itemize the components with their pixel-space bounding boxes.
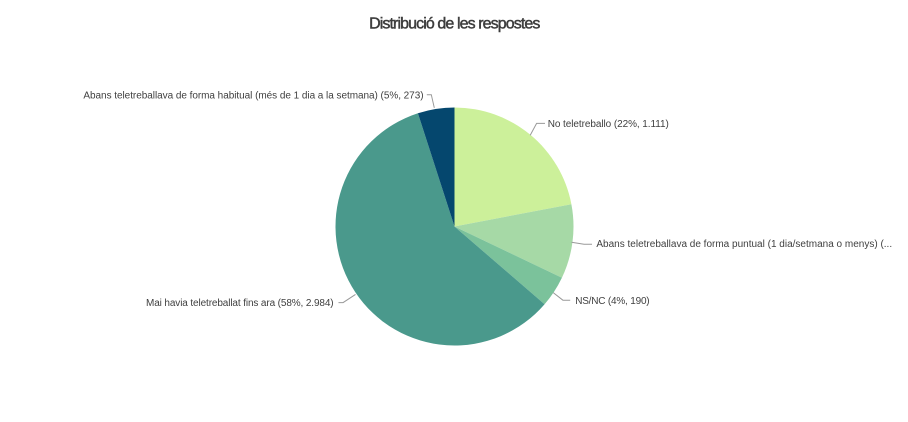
svg-text:Mai havia teletreballat fins a: Mai havia teletreballat fins ara (58%, 2…: [146, 298, 333, 309]
svg-text:Distribució de les respostes: Distribució de les respostes: [369, 15, 540, 32]
svg-text:Abans teletreballava de forma: Abans teletreballava de forma habitual (…: [83, 90, 423, 101]
svg-text:NS/NC (4%, 190): NS/NC (4%, 190): [575, 296, 649, 307]
svg-text:Abans teletreballava de forma: Abans teletreballava de forma puntual (1…: [596, 239, 892, 250]
svg-text:No teletreballo (22%, 1.111): No teletreballo (22%, 1.111): [548, 119, 669, 130]
